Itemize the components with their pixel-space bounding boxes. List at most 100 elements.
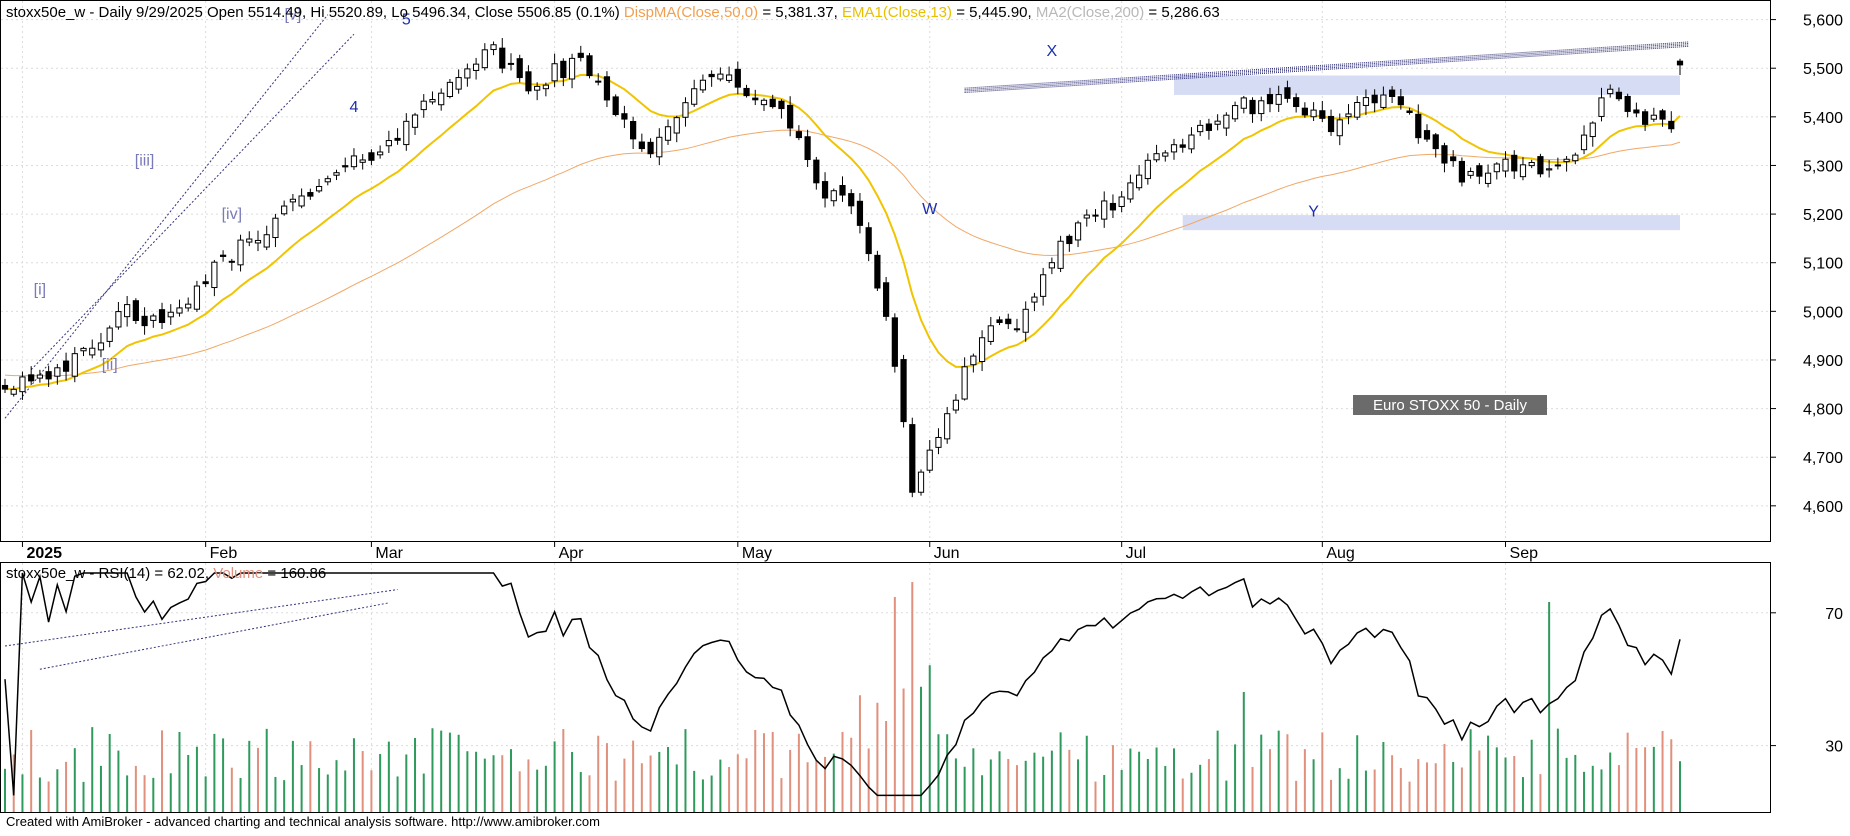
candle-body [385, 140, 392, 147]
candle-body [568, 57, 576, 80]
candlesticks [1, 38, 1684, 498]
price-tick-label: 5,100 [1803, 256, 1843, 273]
candle-body [1546, 168, 1553, 171]
candle-body [752, 97, 759, 101]
candle-body [185, 303, 192, 309]
price-tick-label: 4,800 [1803, 402, 1843, 419]
candle-body [682, 102, 689, 118]
candle-body [1537, 156, 1544, 175]
candle-body [647, 141, 654, 155]
price-tick-label: 4,900 [1803, 353, 1843, 370]
candle-body [158, 309, 166, 324]
candle-body [1170, 144, 1178, 153]
candle-body [1389, 89, 1396, 98]
candle-body [97, 342, 105, 351]
candle-body [1118, 196, 1125, 207]
candle-body [10, 388, 17, 395]
candle-body [1275, 94, 1282, 105]
candle-body [821, 181, 829, 199]
candle-body [446, 81, 454, 98]
rising-resistance-line [964, 42, 1689, 91]
candle-body [1310, 109, 1317, 118]
candle-body [89, 347, 96, 356]
candle-body [1432, 134, 1439, 150]
candle-body [1607, 88, 1614, 95]
candle-body [1371, 94, 1378, 104]
candle-body [368, 152, 375, 161]
candle-body [298, 195, 305, 207]
candle-body [359, 159, 366, 163]
price-tick-label: 4,600 [1803, 499, 1843, 516]
candle-body [586, 55, 593, 77]
candle-body [1031, 296, 1038, 303]
candle-body [743, 87, 750, 97]
candle-body [438, 92, 445, 106]
wave-label: [i] [34, 281, 46, 298]
candle-body [1467, 170, 1474, 176]
price-header: stoxx50e_w - Daily 9/29/2025 Open 5514.4… [6, 4, 1220, 21]
candle-body [394, 137, 401, 141]
candle-body [420, 100, 427, 111]
candle-body [769, 98, 776, 108]
candle-body [717, 73, 724, 80]
candle-body [1293, 97, 1300, 108]
candle-body [1484, 172, 1492, 184]
candle-body [62, 360, 70, 372]
rising-resistance-line [964, 45, 1689, 94]
candle-body [1266, 94, 1274, 105]
candle-body [1458, 160, 1466, 183]
footer-credit: Created with AmiBroker - advanced charti… [6, 814, 600, 829]
vol-name: Volume [213, 565, 263, 582]
candle-body [909, 424, 916, 493]
month-label: Aug [1326, 545, 1354, 562]
candle-body [900, 359, 907, 423]
month-label: 2025 [26, 545, 62, 562]
candle-body [36, 374, 43, 379]
candle-body [874, 254, 881, 289]
candle-body [708, 73, 715, 78]
ind3-value: = 5,286.63 [1148, 4, 1219, 21]
candle-body [1048, 262, 1055, 269]
resistance-band [1174, 75, 1680, 95]
candle-body [1162, 152, 1169, 157]
candle-body [1127, 182, 1134, 200]
candle-body [1301, 107, 1308, 116]
candle-body [534, 85, 541, 91]
candle-body [28, 374, 35, 382]
candle-body [1040, 274, 1047, 297]
candle-body [970, 355, 977, 366]
impulse-trendline-1 [30, 33, 355, 371]
rsi-header-title: stoxx50e_w - RSI(14) = 62.02, [6, 565, 209, 582]
candle-body [883, 282, 890, 317]
ind1-name: DispMA(Close,50,0) [624, 4, 758, 21]
candle-body [1624, 95, 1631, 112]
candle-body [507, 62, 515, 65]
candle-body [1345, 113, 1352, 118]
rsi-trendline-1 [39, 602, 389, 670]
candle-body [612, 96, 619, 116]
candle-body [1223, 114, 1230, 129]
candle-body [1554, 164, 1561, 167]
candle-body [1441, 145, 1448, 164]
candle-body [246, 238, 253, 243]
price-trendlines [4, 14, 1689, 419]
candle-body [795, 131, 802, 139]
candle-body [45, 371, 52, 380]
wave-label: [iii] [135, 152, 155, 169]
candle-body [1476, 165, 1483, 177]
candle-body [124, 304, 131, 318]
candle-body [891, 317, 898, 367]
candle-body [1362, 97, 1370, 106]
candle-body [1598, 97, 1605, 117]
candle-body [333, 172, 340, 176]
price-tick-label: 5,600 [1803, 13, 1843, 30]
rsi-line [4, 572, 1681, 797]
price-tick-label: 5,500 [1803, 61, 1843, 78]
candle-body [630, 121, 637, 140]
candle-body [19, 376, 26, 393]
candle-body [342, 165, 349, 168]
candle-body [778, 100, 785, 110]
candle-body [219, 254, 227, 257]
candle-body [80, 347, 87, 352]
